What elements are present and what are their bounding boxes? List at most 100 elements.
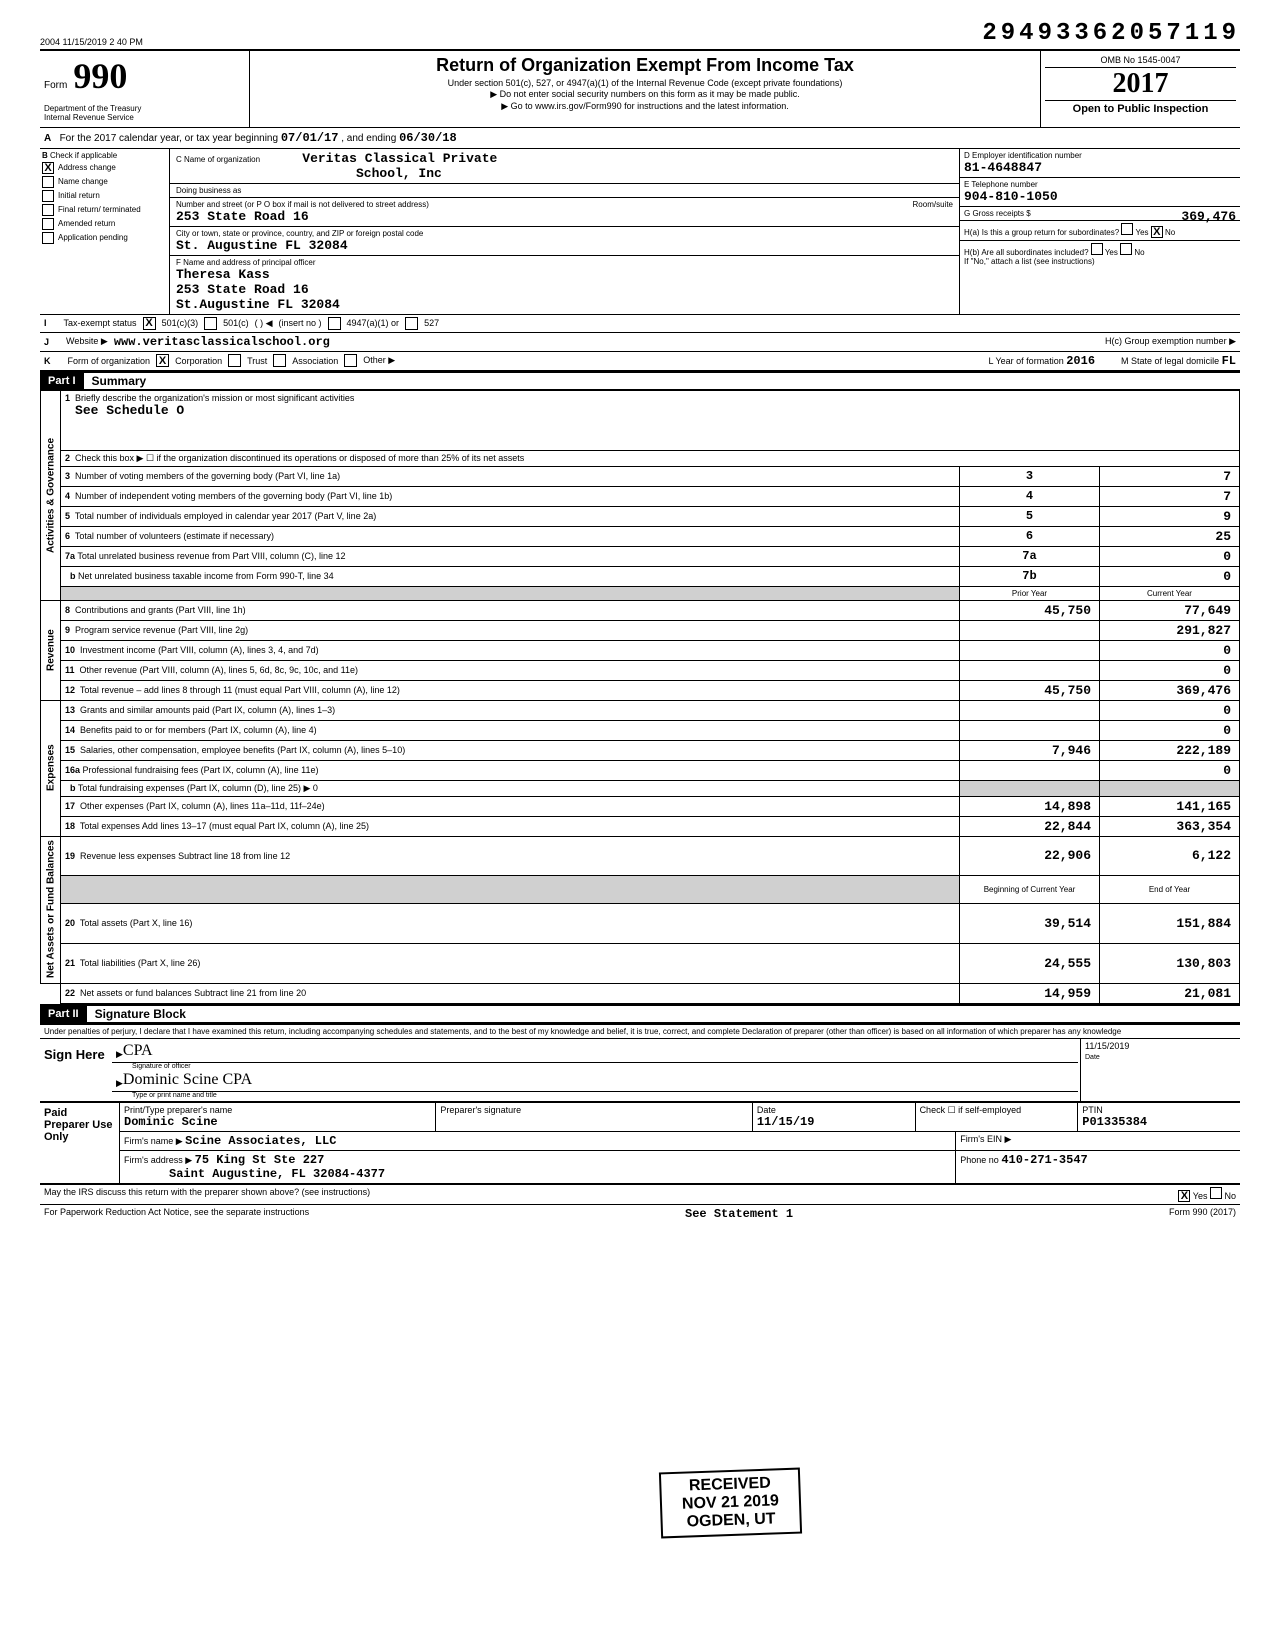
l16a-prior xyxy=(960,760,1100,780)
l19-n: 19 xyxy=(65,851,75,861)
c-label: C Name of organization xyxy=(176,155,260,164)
row-i: I Tax-exempt status X501(c)(3) 501(c) ( … xyxy=(40,315,1240,333)
l13-desc: Grants and similar amounts paid (Part IX… xyxy=(80,705,335,715)
print-label: Print/Type preparer's name xyxy=(124,1105,232,1115)
phone-label: Phone no xyxy=(960,1155,999,1165)
chk-ha-yes[interactable] xyxy=(1121,223,1133,235)
ptin: P01335384 xyxy=(1082,1115,1147,1129)
block-b: B Check if applicable XAddress change Na… xyxy=(40,149,1240,315)
l10-desc: Investment income (Part VIII, column (A)… xyxy=(80,645,319,655)
chk-amended[interactable] xyxy=(42,218,54,230)
line3-desc: Number of voting members of the governin… xyxy=(75,471,340,481)
form-ref: Form 990 (2017) xyxy=(1169,1207,1236,1221)
f-label: F Name and address of principal officer xyxy=(176,258,315,267)
line6-desc: Total number of volunteers (estimate if … xyxy=(75,531,274,541)
lbl-501c3: 501(c)(3) xyxy=(162,318,199,328)
officer-street: 253 State Road 16 xyxy=(176,282,953,297)
side-net: Net Assets or Fund Balances xyxy=(41,836,61,983)
l20-n: 20 xyxy=(65,918,75,928)
chk-corp[interactable]: X xyxy=(156,354,169,367)
sign-here: Sign Here xyxy=(40,1039,110,1101)
tax-exempt-label: Tax-exempt status xyxy=(64,318,137,328)
chk-ha-no[interactable]: X xyxy=(1151,226,1163,238)
state-domicile: FL xyxy=(1222,354,1236,368)
paid-date: 11/15/19 xyxy=(757,1115,815,1129)
officer-name: Theresa Kass xyxy=(176,267,953,282)
l22-n: 22 xyxy=(65,988,75,998)
phone: 904-810-1050 xyxy=(964,189,1236,204)
lbl-trust: Trust xyxy=(247,356,267,366)
officer-signature: CPA xyxy=(123,1042,153,1060)
l21-prior: 24,555 xyxy=(960,943,1100,983)
line2-desc: Check this box ▶ ☐ if the organization d… xyxy=(75,453,524,463)
city: St. Augustine FL 32084 xyxy=(176,238,953,253)
l21-n: 21 xyxy=(65,958,75,968)
l14-n: 14 xyxy=(65,725,75,735)
lbl-corp: Corporation xyxy=(175,356,222,366)
chk-hb-yes[interactable] xyxy=(1091,243,1103,255)
l17-n: 17 xyxy=(65,801,75,811)
line1-desc: Briefly describe the organization's miss… xyxy=(75,393,354,403)
chk-name-change[interactable] xyxy=(42,176,54,188)
chk-hb-no[interactable] xyxy=(1120,243,1132,255)
l13-n: 13 xyxy=(65,705,75,715)
net-prior-hdr: Beginning of Current Year xyxy=(960,876,1100,904)
l8-curr: 77,649 xyxy=(1100,600,1240,620)
stamp-city: OGDEN, UT xyxy=(682,1510,780,1531)
net-curr-hdr: End of Year xyxy=(1100,876,1240,904)
chk-4947[interactable] xyxy=(328,317,341,330)
l12-desc: Total revenue – add lines 8 through 11 (… xyxy=(80,685,400,695)
l9-curr: 291,827 xyxy=(1100,620,1240,640)
m-label: M State of legal domicile xyxy=(1121,356,1219,366)
paperwork-text: For Paperwork Reduction Act Notice, see … xyxy=(44,1207,309,1221)
officer-city: St.Augustine FL 32084 xyxy=(176,297,953,312)
paid-preparer-block: Paid Preparer Use Only Print/Type prepar… xyxy=(40,1102,1240,1185)
l22-curr: 21,081 xyxy=(1100,983,1240,1003)
prep-sig-label: Preparer's signature xyxy=(440,1105,521,1115)
chk-discuss-no[interactable] xyxy=(1210,1187,1222,1199)
l9-desc: Program service revenue (Part VIII, line… xyxy=(75,625,248,635)
chk-501c3[interactable]: X xyxy=(143,317,156,330)
prior-year-hdr: Prior Year xyxy=(960,586,1100,600)
chk-initial-return[interactable] xyxy=(42,190,54,202)
firm-addr-label: Firm's address ▶ xyxy=(124,1155,192,1165)
sig-label: Signature of officer xyxy=(112,1063,1078,1070)
chk-other[interactable] xyxy=(344,354,357,367)
l13-prior xyxy=(960,700,1100,720)
street: 253 State Road 16 xyxy=(176,209,953,224)
l18-desc: Total expenses Add lines 13–17 (must equ… xyxy=(80,821,369,831)
l16b-desc: Total fundraising expenses (Part IX, col… xyxy=(78,783,318,793)
hc-label: H(c) Group exemption number ▶ xyxy=(1105,336,1236,347)
chk-discuss-yes[interactable]: X xyxy=(1178,1190,1190,1202)
line6-val: 25 xyxy=(1100,526,1240,546)
chk-assoc[interactable] xyxy=(273,354,286,367)
part-i-title: Summary xyxy=(92,374,147,388)
perjury-text: Under penalties of perjury, I declare th… xyxy=(40,1025,1240,1039)
chk-trust[interactable] xyxy=(228,354,241,367)
l20-desc: Total assets (Part X, line 16) xyxy=(80,918,193,928)
form-org-label: Form of organization xyxy=(68,356,151,366)
l11-n: 11 xyxy=(65,665,75,675)
discuss-yes: Yes xyxy=(1193,1191,1208,1201)
chk-address-change[interactable]: X xyxy=(42,162,54,174)
part-ii-title: Signature Block xyxy=(95,1007,186,1021)
l16b-n: b xyxy=(70,783,76,793)
lbl-amended: Amended return xyxy=(58,219,115,228)
org-name-1: Veritas Classical Private xyxy=(302,151,497,166)
l14-desc: Benefits paid to or for members (Part IX… xyxy=(80,725,317,735)
paid-label: Paid Preparer Use Only xyxy=(40,1103,120,1183)
l9-n: 9 xyxy=(65,625,70,635)
l-label: L Year of formation xyxy=(988,356,1063,366)
line3-val: 7 xyxy=(1100,466,1240,486)
chk-final-return[interactable] xyxy=(42,204,54,216)
side-governance: Activities & Governance xyxy=(41,390,61,600)
lbl-insert: (insert no ) xyxy=(279,318,322,328)
g-label: G Gross receipts $ xyxy=(964,209,1031,218)
l10-n: 10 xyxy=(65,645,75,655)
side-expenses: Expenses xyxy=(41,700,61,836)
chk-application[interactable] xyxy=(42,232,54,244)
name-label: Type or print name and title xyxy=(112,1092,1078,1099)
firm-name: Scine Associates, LLC xyxy=(185,1134,336,1148)
l8-prior: 45,750 xyxy=(960,600,1100,620)
chk-527[interactable] xyxy=(405,317,418,330)
